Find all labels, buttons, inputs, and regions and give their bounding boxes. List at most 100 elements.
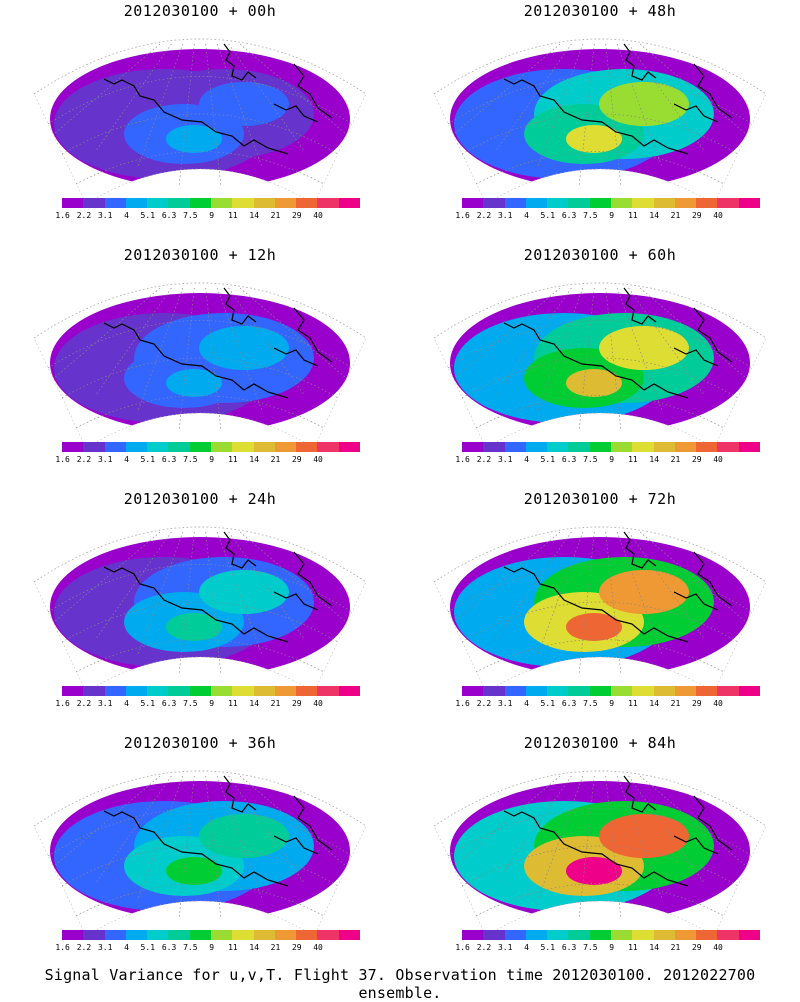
latitude-gridline bbox=[61, 601, 339, 643]
colorbar-swatch bbox=[717, 686, 739, 696]
latitude-gridline bbox=[461, 845, 739, 887]
colorbar-swatch bbox=[504, 442, 526, 452]
colorbar-tick-label: 1.6 bbox=[55, 455, 70, 464]
longitude-gridline bbox=[228, 43, 305, 152]
colorbar-swatch bbox=[547, 686, 569, 696]
polar-map bbox=[433, 526, 767, 693]
colorbar-tick-label: 6.3 bbox=[561, 699, 577, 708]
panel-title: 2012030100 + 60h bbox=[523, 246, 677, 264]
variance-contour bbox=[166, 125, 222, 153]
colorbar-tick-label: 40 bbox=[713, 943, 723, 952]
colorbar-tick-label: 4 bbox=[124, 699, 129, 708]
panel-title: 2012030100 + 24h bbox=[123, 490, 277, 508]
colorbar-tick-label: 6.3 bbox=[161, 455, 177, 464]
colorbar-swatch bbox=[483, 930, 505, 940]
colorbar-tick-label: 11 bbox=[228, 943, 238, 952]
colorbar-tick-label: 3.1 bbox=[97, 699, 113, 708]
colorbar-tick-label: 2.2 bbox=[76, 455, 92, 464]
colorbar-tick-label: 9 bbox=[609, 943, 615, 952]
longitude-gridline bbox=[628, 775, 705, 884]
colorbar-swatch bbox=[483, 686, 505, 696]
map-boundary bbox=[33, 770, 367, 937]
longitude-gridline bbox=[495, 531, 572, 640]
latitude-gridline bbox=[475, 395, 725, 429]
colorbar bbox=[62, 442, 360, 452]
polar-map bbox=[433, 770, 767, 937]
latitude-gridline bbox=[75, 883, 325, 917]
colorbar-swatch bbox=[62, 930, 84, 940]
colorbar-swatch bbox=[568, 686, 590, 696]
colorbar-tick-label: 2.2 bbox=[476, 699, 492, 708]
colorbar-swatch bbox=[738, 930, 760, 940]
latitude-gridline bbox=[461, 357, 739, 399]
longitude-gridline bbox=[628, 43, 705, 152]
colorbar-tick-label: 5.1 bbox=[140, 455, 156, 464]
variance-contour bbox=[199, 326, 289, 370]
colorbar-tick-label: 7.5 bbox=[183, 699, 198, 708]
colorbar-swatch bbox=[696, 442, 718, 452]
colorbar-tick-label: 29 bbox=[291, 699, 302, 708]
longitude-gridline bbox=[228, 775, 305, 884]
colorbar-tick-label: 9 bbox=[209, 943, 215, 952]
colorbar-tick-label: 29 bbox=[291, 455, 302, 464]
colorbar-labels: 1.6 2.2 3.1 4 5.1 6.3 7.5 9 11 14 21 29 40 bbox=[450, 699, 770, 709]
colorbar-tick-label: 21 bbox=[270, 211, 281, 220]
latitude-gridline bbox=[47, 808, 353, 857]
colorbar-tick-label: 7.5 bbox=[583, 699, 598, 708]
colorbar-labels: 1.6 2.2 3.1 4 5.1 6.3 7.5 9 11 14 21 29 40 bbox=[50, 699, 370, 709]
variance-contour bbox=[166, 857, 222, 885]
colorbar-tick-label: 3.1 bbox=[97, 455, 113, 464]
colorbar-swatch bbox=[589, 442, 611, 452]
longitude-gridline bbox=[95, 531, 172, 640]
colorbar-tick-label: 14 bbox=[649, 455, 660, 464]
colorbar-swatch bbox=[504, 686, 526, 696]
colorbar-tick-label: 2.2 bbox=[476, 455, 492, 464]
colorbar-tick-label: 4 bbox=[124, 943, 129, 952]
colorbar-tick-label: 29 bbox=[691, 699, 702, 708]
map-panel: 2012030100 + 12h 1.6 2.2 3.1 4 5.1 6.3 7.5 9 11 14… bbox=[0, 244, 400, 488]
colorbar-swatch bbox=[62, 442, 84, 452]
map-boundary bbox=[433, 526, 767, 693]
colorbar-tick-label: 7.5 bbox=[183, 211, 198, 220]
colorbar-tick-label: 4 bbox=[124, 455, 129, 464]
latitude-gridline bbox=[475, 883, 725, 917]
colorbar-tick-label: 11 bbox=[228, 699, 238, 708]
colorbar-tick-label: 2.2 bbox=[76, 943, 92, 952]
colorbar-swatch bbox=[83, 686, 105, 696]
colorbar-swatch bbox=[210, 198, 233, 208]
colorbar-swatch bbox=[104, 930, 126, 940]
colorbar-swatch bbox=[296, 442, 318, 452]
colorbar-swatch bbox=[504, 930, 526, 940]
colorbar-tick-label: 3.1 bbox=[497, 455, 513, 464]
colorbar-swatch bbox=[83, 442, 105, 452]
colorbar-tick-label: 7.5 bbox=[583, 211, 598, 220]
colorbar-tick-label: 6.3 bbox=[161, 699, 177, 708]
longitude-gridline bbox=[95, 775, 172, 884]
colorbar-tick-label: 11 bbox=[228, 211, 238, 220]
map-boundary bbox=[33, 282, 367, 449]
map-panel: 2012030100 + 00h 1.6 2.2 3.1 4 5.1 6.3 7.5 9 11 14… bbox=[0, 0, 400, 244]
latitude-gridline bbox=[47, 76, 353, 125]
colorbar-tick-label: 3.1 bbox=[497, 699, 513, 708]
colorbar-tick-label: 5.1 bbox=[540, 211, 556, 220]
latitude-gridline bbox=[475, 151, 725, 185]
variance-contour bbox=[566, 369, 622, 397]
colorbar-swatch bbox=[632, 442, 654, 452]
colorbar-tick-label: 14 bbox=[649, 943, 660, 952]
colorbar-swatch bbox=[653, 686, 675, 696]
colorbar-tick-label: 3.1 bbox=[97, 943, 113, 952]
latitude-gridline bbox=[47, 564, 353, 613]
colorbar-tick-label: 11 bbox=[228, 455, 238, 464]
map-panel: 2012030100 + 24h 1.6 2.2 3.1 4 5.1 6.3 7.5 9 11 14… bbox=[0, 488, 400, 732]
colorbar-swatch bbox=[696, 198, 718, 208]
colorbar-swatch bbox=[610, 198, 633, 208]
colorbar-tick-label: 11 bbox=[628, 211, 638, 220]
colorbar bbox=[462, 442, 760, 452]
colorbar-tick-label: 5.1 bbox=[540, 699, 556, 708]
colorbar-tick-label: 40 bbox=[713, 699, 723, 708]
colorbar-tick-label: 6.3 bbox=[161, 211, 177, 220]
colorbar-tick-label: 40 bbox=[313, 211, 323, 220]
colorbar-tick-label: 29 bbox=[291, 943, 302, 952]
colorbar-tick-label: 9 bbox=[209, 699, 215, 708]
colorbar-swatch bbox=[274, 442, 297, 452]
